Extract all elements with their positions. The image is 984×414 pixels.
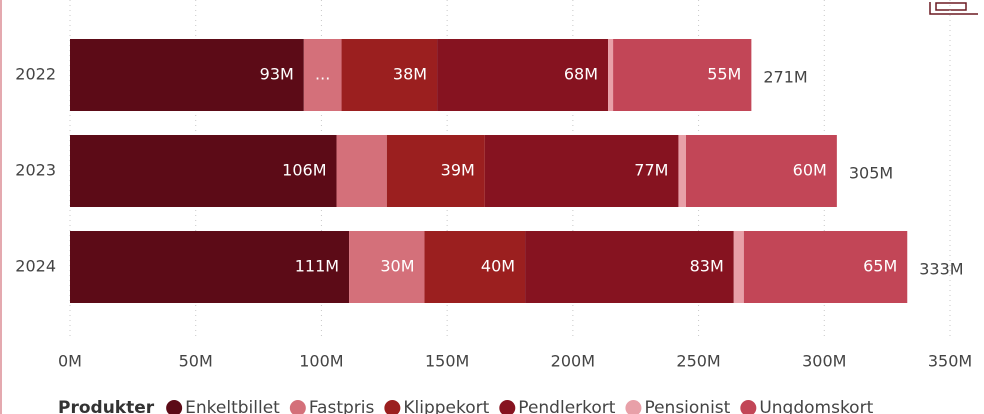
bar-segment[interactable]	[743, 231, 908, 303]
bar-segment[interactable]	[70, 135, 337, 207]
x-tick-label: 100M	[299, 352, 343, 371]
total-label: 333M	[919, 260, 963, 279]
data-label: 93M	[260, 65, 294, 84]
bar-segment[interactable]	[733, 231, 744, 303]
x-tick-label: 200M	[551, 352, 595, 371]
bar-segment[interactable]	[484, 135, 679, 207]
bar-segment[interactable]	[70, 39, 304, 111]
data-label: 30M	[380, 257, 414, 276]
bar-segment[interactable]	[525, 231, 734, 303]
bar-segment[interactable]	[70, 231, 350, 303]
x-tick-label: 0M	[58, 352, 82, 371]
legend-label[interactable]: Klippekort	[403, 398, 489, 414]
focus-icon[interactable]	[929, 2, 978, 15]
x-tick-label: 250M	[676, 352, 720, 371]
bar-segment[interactable]	[424, 231, 526, 303]
legend-swatch[interactable]	[384, 400, 401, 414]
legend-title: Produkter	[58, 398, 155, 414]
legend-swatch[interactable]	[499, 400, 516, 414]
bar-segment[interactable]	[336, 135, 387, 207]
total-label: 305M	[849, 164, 893, 183]
data-label: 65M	[863, 257, 897, 276]
x-tick-label: 300M	[802, 352, 846, 371]
bar-segment[interactable]	[686, 135, 837, 207]
bar-segment[interactable]	[437, 39, 609, 111]
bar-segment[interactable]	[608, 39, 614, 111]
legend-label[interactable]: Ungdomskort	[759, 398, 873, 414]
x-tick-label: 350M	[928, 352, 972, 371]
bar-segment[interactable]	[613, 39, 752, 111]
legend-swatch[interactable]	[740, 400, 757, 414]
legend-label[interactable]: Pendlerkort	[518, 398, 615, 414]
bar-segment[interactable]	[341, 39, 438, 111]
data-label: 111M	[295, 257, 339, 276]
bar-segment[interactable]	[349, 231, 425, 303]
data-label: 39M	[441, 161, 475, 180]
bar-segment[interactable]	[678, 135, 686, 207]
legend-swatch[interactable]	[625, 400, 642, 414]
x-tick-label: 150M	[425, 352, 469, 371]
data-label: 68M	[564, 65, 598, 84]
bar-segment[interactable]	[303, 39, 342, 111]
data-label: 77M	[634, 161, 668, 180]
legend-swatch[interactable]	[289, 400, 306, 414]
legend-swatch[interactable]	[166, 400, 183, 414]
bar-segment[interactable]	[386, 135, 485, 207]
data-label: 83M	[690, 257, 724, 276]
data-label: 106M	[282, 161, 326, 180]
data-label: 60M	[793, 161, 827, 180]
legend-label[interactable]: Fastpris	[309, 398, 375, 414]
y-tick-label: 2023	[15, 161, 56, 180]
x-tick-label: 50M	[179, 352, 213, 371]
y-tick-label: 2022	[15, 65, 56, 84]
data-label: 38M	[393, 65, 427, 84]
data-label: 40M	[481, 257, 515, 276]
y-tick-label: 2024	[15, 257, 56, 276]
total-label: 271M	[763, 68, 807, 87]
data-label: ...	[315, 65, 330, 84]
data-label: 55M	[707, 65, 741, 84]
legend-label[interactable]: Pensionist	[644, 398, 730, 414]
legend-label[interactable]: Enkeltbillet	[185, 398, 280, 414]
